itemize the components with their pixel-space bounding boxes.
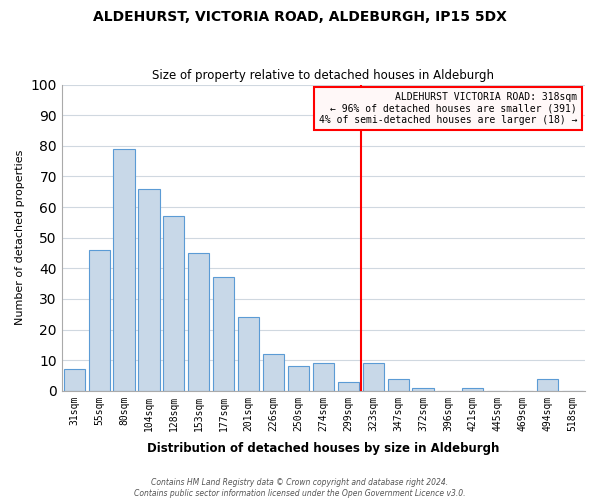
Bar [163, 216, 184, 391]
X-axis label: Distribution of detached houses by size in Aldeburgh: Distribution of detached houses by size … [147, 442, 500, 455]
Bar [362, 363, 384, 391]
Text: ALDEHURST, VICTORIA ROAD, ALDEBURGH, IP15 5DX: ALDEHURST, VICTORIA ROAD, ALDEBURGH, IP1… [93, 10, 507, 24]
Bar [462, 388, 484, 391]
Bar [313, 363, 334, 391]
Bar [338, 382, 359, 391]
Bar [537, 378, 558, 391]
Bar [263, 354, 284, 391]
Bar [238, 318, 259, 391]
Bar [213, 278, 235, 391]
Bar [113, 149, 134, 391]
Y-axis label: Number of detached properties: Number of detached properties [15, 150, 25, 326]
Title: Size of property relative to detached houses in Aldeburgh: Size of property relative to detached ho… [152, 69, 494, 82]
Bar [139, 188, 160, 391]
Bar [64, 370, 85, 391]
Bar [412, 388, 434, 391]
Bar [89, 250, 110, 391]
Text: Contains HM Land Registry data © Crown copyright and database right 2024.
Contai: Contains HM Land Registry data © Crown c… [134, 478, 466, 498]
Bar [388, 378, 409, 391]
Bar [188, 253, 209, 391]
Bar [288, 366, 309, 391]
Text: ALDEHURST VICTORIA ROAD: 318sqm
← 96% of detached houses are smaller (391)
4% of: ALDEHURST VICTORIA ROAD: 318sqm ← 96% of… [319, 92, 577, 126]
